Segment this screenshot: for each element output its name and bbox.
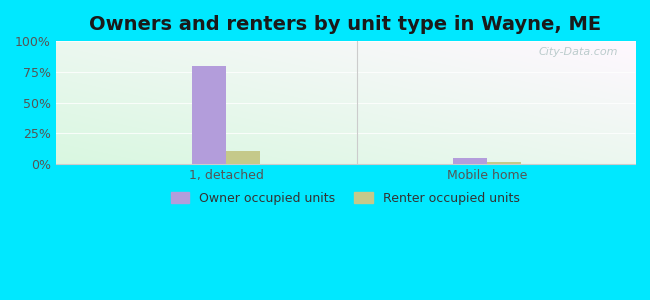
Bar <box>453 158 488 164</box>
Title: Owners and renters by unit type in Wayne, ME: Owners and renters by unit type in Wayne… <box>89 15 601 34</box>
Text: City-Data.com: City-Data.com <box>538 47 617 57</box>
Bar <box>192 66 226 164</box>
Legend: Owner occupied units, Renter occupied units: Owner occupied units, Renter occupied un… <box>166 187 525 210</box>
Bar <box>226 151 260 164</box>
Bar <box>488 162 521 164</box>
